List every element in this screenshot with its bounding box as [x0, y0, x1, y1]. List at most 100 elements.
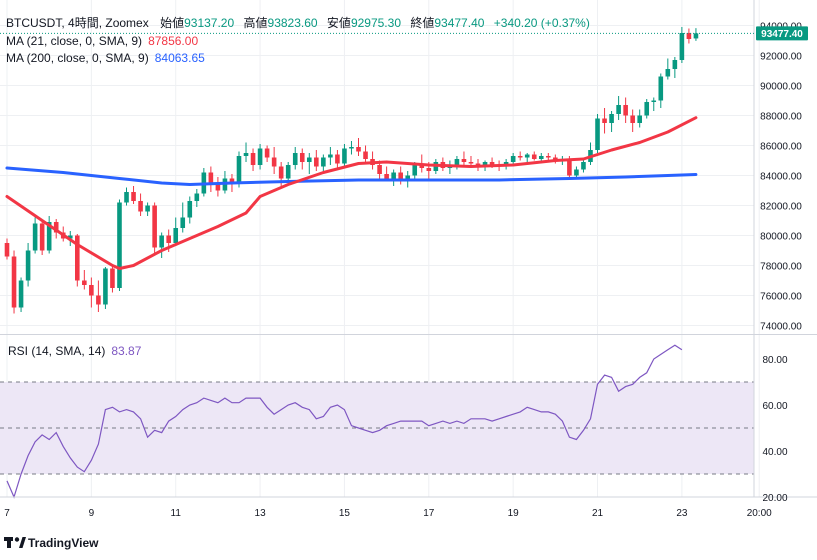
candle-body [82, 280, 87, 285]
candle-body [236, 156, 242, 183]
candle [299, 148, 305, 170]
candle-body [264, 148, 270, 158]
price-tick-label: 88000.00 [760, 112, 802, 123]
candle-body [328, 154, 333, 158]
candle [89, 277, 94, 308]
candle-body [4, 243, 10, 257]
price-tick-label: 92000.00 [760, 52, 802, 63]
candle [342, 144, 347, 168]
price-tick-label: 78000.00 [760, 262, 802, 273]
candle-body [187, 201, 193, 218]
candle [391, 169, 396, 186]
time-tick-label: 7 [4, 508, 10, 519]
candle-body [67, 235, 73, 239]
candle-body [342, 148, 347, 164]
last-price-tag: 93477.40 [0, 26, 808, 41]
candle-body [250, 153, 256, 165]
candle [306, 153, 312, 174]
candle [180, 202, 186, 233]
candle-body [658, 76, 664, 101]
close-label: 終値 [410, 15, 434, 30]
ma200-label: MA (200, close, 0, SMA, 9) [6, 51, 149, 65]
time-tick-label: 9 [89, 508, 95, 519]
candle [250, 148, 256, 171]
price-tick-label: 82000.00 [760, 202, 802, 213]
candle-body [419, 165, 425, 168]
candle [630, 109, 635, 132]
candle [686, 28, 692, 44]
candle [46, 216, 52, 254]
candle [208, 166, 214, 192]
candle [215, 177, 221, 197]
candle-body [391, 172, 396, 179]
ma200-legend: MA (200, close, 0, SMA, 9) 84063.65 [6, 51, 205, 65]
rsi-tick-label: 60.00 [762, 401, 787, 412]
rsi-tick-label: 80.00 [762, 355, 787, 366]
candle-body [602, 118, 607, 123]
candle-body [454, 159, 460, 165]
candle-body [531, 154, 537, 159]
candle-body [546, 156, 551, 158]
candle-body [686, 33, 692, 39]
candle-body [651, 100, 657, 102]
candle [461, 151, 467, 165]
candle [693, 28, 699, 41]
candle [32, 217, 38, 254]
rsi-panel [0, 344, 754, 499]
price-tick-label: 86000.00 [760, 142, 802, 153]
close-value: 93477.40 [434, 16, 484, 30]
candle [187, 196, 193, 224]
candle [145, 202, 150, 216]
candle [4, 238, 10, 260]
candle-body [510, 156, 516, 162]
candle-body [482, 162, 488, 167]
candle-body [243, 153, 249, 156]
candle [39, 220, 45, 255]
candle [11, 250, 17, 314]
time-tick-label: 17 [423, 508, 435, 519]
ma21-value: 87856.00 [148, 34, 198, 48]
candle-body [616, 105, 621, 114]
candle-body [623, 105, 628, 116]
candle [328, 147, 333, 165]
time-tick-label: 21 [592, 508, 604, 519]
candle [152, 202, 157, 255]
moving-averages [5, 116, 698, 270]
candle-body [166, 235, 171, 243]
candle-body [131, 192, 136, 201]
candle-body [180, 217, 186, 228]
candle-body [215, 184, 221, 191]
candle-body [285, 165, 291, 179]
rsi-tick-label: 40.00 [762, 447, 787, 458]
rsi-tick-label: 20.00 [762, 493, 787, 504]
ma21-label: MA (21, close, 0, SMA, 9) [6, 34, 142, 48]
candle-body [194, 193, 200, 201]
last-price-value: 93477.40 [761, 29, 803, 40]
ma21-line [5, 116, 698, 270]
candle [285, 162, 291, 182]
candle-body [271, 157, 277, 167]
candle-body [18, 280, 24, 308]
candle-body [609, 114, 614, 123]
brand-name: TradingView [28, 536, 99, 550]
candle [124, 187, 129, 206]
candle [510, 153, 516, 165]
candle-body [39, 223, 45, 251]
candle-body [299, 153, 305, 162]
candle [131, 186, 136, 204]
candle-body [306, 157, 312, 162]
candle [321, 154, 326, 173]
candle-body [173, 228, 179, 243]
candle-body [489, 162, 495, 165]
candle [517, 151, 523, 161]
candle-body [46, 222, 52, 251]
tradingview-logo[interactable]: TradingView [4, 536, 99, 550]
candle [257, 144, 263, 170]
open-label: 始値 [160, 15, 184, 30]
candle-body [384, 174, 389, 179]
candle-body [581, 162, 586, 170]
candle-body [349, 147, 354, 149]
candle [574, 166, 579, 179]
candle [531, 151, 537, 161]
